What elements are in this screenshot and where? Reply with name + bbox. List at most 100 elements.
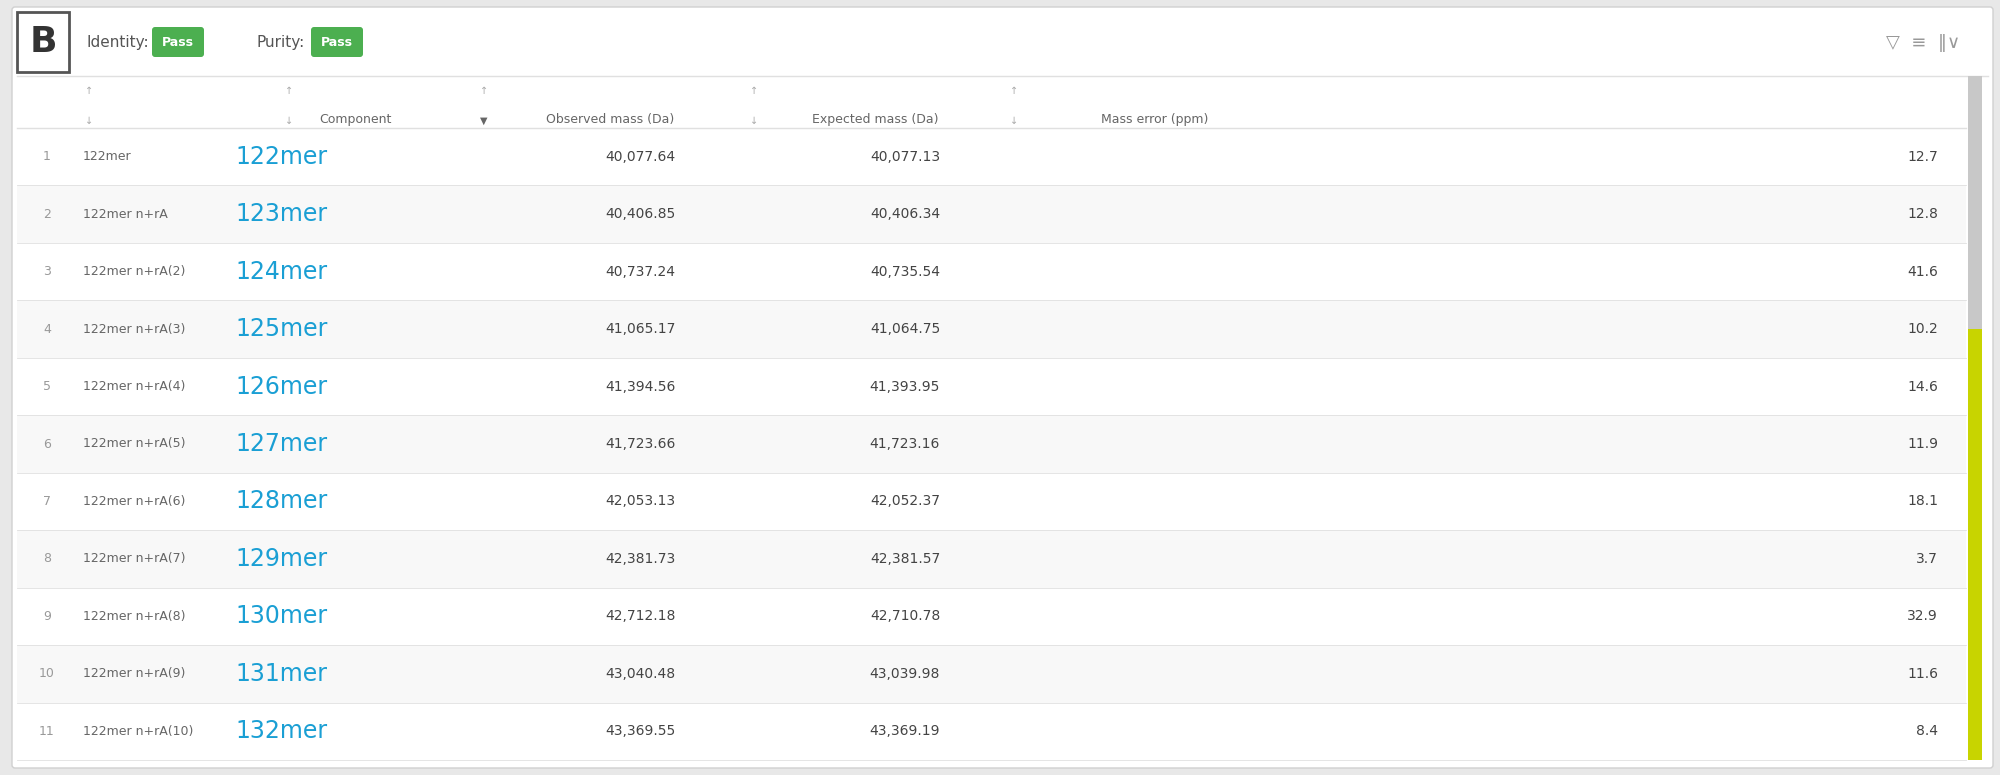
Text: 122mer n+rA(3): 122mer n+rA(3): [84, 322, 186, 336]
Text: 42,381.73: 42,381.73: [604, 552, 676, 566]
Text: 122mer n+rA(4): 122mer n+rA(4): [84, 380, 186, 393]
Bar: [16, 645, 1966, 703]
Text: 11.9: 11.9: [1908, 437, 1938, 451]
FancyBboxPatch shape: [16, 12, 68, 72]
Text: 4: 4: [44, 322, 50, 336]
Text: 123mer: 123mer: [236, 202, 328, 226]
Text: 14.6: 14.6: [1908, 380, 1938, 394]
Text: 43,039.98: 43,039.98: [870, 666, 940, 680]
Text: 6: 6: [44, 438, 50, 450]
Text: 40,077.13: 40,077.13: [870, 150, 940, 164]
Text: 42,052.37: 42,052.37: [870, 494, 940, 508]
Text: 7: 7: [44, 495, 52, 508]
Text: 1: 1: [44, 150, 50, 164]
Text: 40,077.64: 40,077.64: [604, 150, 676, 164]
FancyBboxPatch shape: [312, 27, 364, 57]
Text: 122mer n+rA(9): 122mer n+rA(9): [84, 667, 186, 680]
Bar: [16, 243, 1966, 301]
Text: 122mer n+rA(8): 122mer n+rA(8): [84, 610, 186, 623]
Text: 131mer: 131mer: [236, 662, 328, 686]
Text: 2: 2: [44, 208, 50, 221]
Text: 130mer: 130mer: [236, 604, 328, 629]
Text: 126mer: 126mer: [236, 374, 328, 398]
Text: Identity:: Identity:: [88, 36, 150, 50]
Text: 42,381.57: 42,381.57: [870, 552, 940, 566]
Text: 122mer n+rA(6): 122mer n+rA(6): [84, 495, 186, 508]
Text: ↑: ↑: [750, 86, 758, 96]
Text: 12.7: 12.7: [1908, 150, 1938, 164]
Text: 122mer n+rA(10): 122mer n+rA(10): [84, 725, 194, 738]
Text: 122mer n+rA(5): 122mer n+rA(5): [84, 438, 186, 450]
Bar: [16, 415, 1966, 473]
Text: 11: 11: [40, 725, 54, 738]
Text: Pass: Pass: [162, 36, 194, 49]
Text: 132mer: 132mer: [236, 719, 328, 743]
Bar: [16, 587, 1966, 645]
Text: ↑: ↑: [480, 86, 488, 96]
Text: 40,737.24: 40,737.24: [604, 264, 676, 279]
Text: ▽  ≡  ‖∨: ▽ ≡ ‖∨: [1886, 34, 1960, 52]
Text: 42,710.78: 42,710.78: [870, 609, 940, 623]
Text: 10: 10: [40, 667, 54, 680]
Text: 40,735.54: 40,735.54: [870, 264, 940, 279]
Text: 41,064.75: 41,064.75: [870, 322, 940, 336]
Text: 122mer n+rA(7): 122mer n+rA(7): [84, 553, 186, 566]
Text: 18.1: 18.1: [1908, 494, 1938, 508]
Text: Expected mass (Da): Expected mass (Da): [812, 113, 938, 126]
Text: 41,394.56: 41,394.56: [604, 380, 676, 394]
Text: 122mer n+rA: 122mer n+rA: [84, 208, 168, 221]
Text: 40,406.34: 40,406.34: [870, 207, 940, 221]
Text: 122mer n+rA(2): 122mer n+rA(2): [84, 265, 186, 278]
Text: 43,040.48: 43,040.48: [604, 666, 676, 680]
FancyBboxPatch shape: [152, 27, 204, 57]
Bar: [16, 703, 1966, 760]
Text: 128mer: 128mer: [236, 490, 328, 514]
Text: 43,369.55: 43,369.55: [604, 725, 676, 739]
Text: 32.9: 32.9: [1908, 609, 1938, 623]
Text: 42,712.18: 42,712.18: [604, 609, 676, 623]
Text: ↑: ↑: [286, 86, 294, 96]
Bar: [16, 128, 1966, 185]
Text: 41.6: 41.6: [1908, 264, 1938, 279]
Text: 10.2: 10.2: [1908, 322, 1938, 336]
Bar: [16, 473, 1966, 530]
Bar: [16, 530, 1966, 587]
Text: 122mer: 122mer: [236, 145, 328, 169]
Text: 9: 9: [44, 610, 50, 623]
Text: 40,406.85: 40,406.85: [604, 207, 676, 221]
Text: Purity:: Purity:: [256, 36, 304, 50]
Bar: [16, 185, 1966, 243]
Text: 3.7: 3.7: [1916, 552, 1938, 566]
Text: ↑: ↑: [1010, 86, 1018, 96]
Bar: [1968, 76, 1982, 329]
Bar: [16, 301, 1966, 358]
Text: Observed mass (Da): Observed mass (Da): [546, 113, 674, 126]
Text: 41,723.16: 41,723.16: [870, 437, 940, 451]
Text: ↓: ↓: [286, 116, 294, 126]
Text: 43,369.19: 43,369.19: [870, 725, 940, 739]
Text: 124mer: 124mer: [236, 260, 328, 284]
Text: 127mer: 127mer: [236, 432, 328, 456]
Text: ↓: ↓: [1010, 116, 1018, 126]
Text: 5: 5: [44, 380, 52, 393]
Text: 11.6: 11.6: [1908, 666, 1938, 680]
Text: 129mer: 129mer: [236, 547, 328, 571]
Text: 8.4: 8.4: [1916, 725, 1938, 739]
Text: B: B: [30, 25, 56, 59]
Text: 125mer: 125mer: [236, 317, 328, 341]
Text: ↑: ↑: [84, 86, 94, 96]
Text: Mass error (ppm): Mass error (ppm): [1102, 113, 1208, 126]
Text: 3: 3: [44, 265, 50, 278]
FancyBboxPatch shape: [12, 7, 1992, 768]
Text: ↓: ↓: [750, 116, 758, 126]
Bar: [1968, 329, 1982, 760]
Text: 41,393.95: 41,393.95: [870, 380, 940, 394]
Text: ↓: ↓: [84, 116, 94, 126]
Text: 122mer: 122mer: [84, 150, 132, 164]
Text: Component: Component: [318, 113, 392, 126]
Text: 12.8: 12.8: [1908, 207, 1938, 221]
Text: Pass: Pass: [320, 36, 352, 49]
Text: 41,723.66: 41,723.66: [604, 437, 676, 451]
Text: 8: 8: [44, 553, 52, 566]
Text: ▼: ▼: [480, 116, 488, 126]
